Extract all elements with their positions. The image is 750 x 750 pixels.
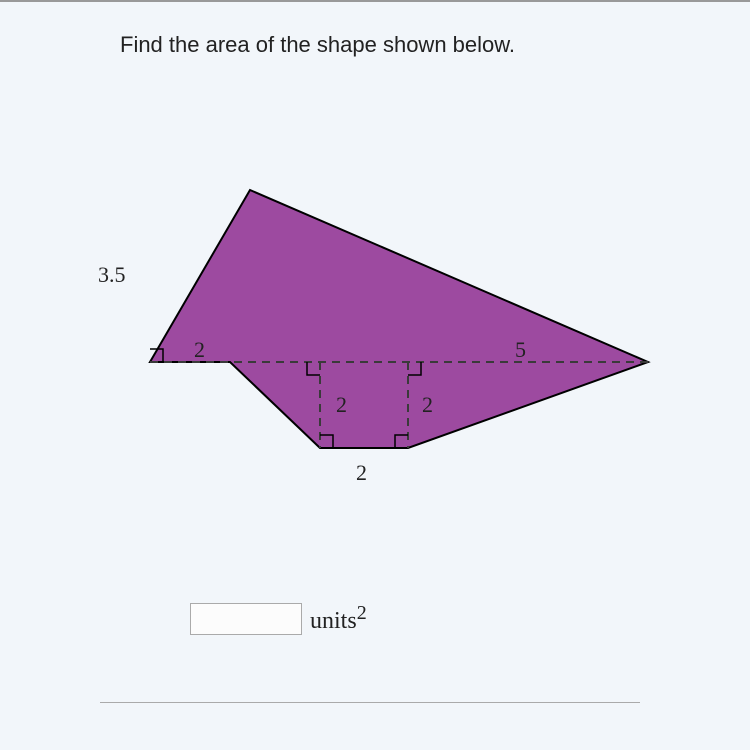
- answer-row: units2: [190, 602, 367, 635]
- bottom-divider: [100, 702, 640, 703]
- units-exponent: 2: [357, 602, 367, 624]
- label-bottom: 2: [356, 460, 367, 486]
- label-v-right: 2: [422, 392, 433, 418]
- label-left: 3.5: [98, 262, 126, 288]
- label-v-left: 2: [336, 392, 347, 418]
- question-text: Find the area of the shape shown below.: [120, 32, 750, 58]
- label-top-left: 2: [194, 337, 205, 363]
- composite-shape: [150, 190, 648, 448]
- answer-input[interactable]: [190, 603, 302, 635]
- units-text: units: [310, 608, 357, 634]
- shape-svg: [100, 182, 700, 542]
- label-top-right: 5: [515, 337, 526, 363]
- geometry-diagram: 3.5 2 5 2 2 2: [100, 182, 700, 547]
- units-label: units2: [310, 602, 367, 635]
